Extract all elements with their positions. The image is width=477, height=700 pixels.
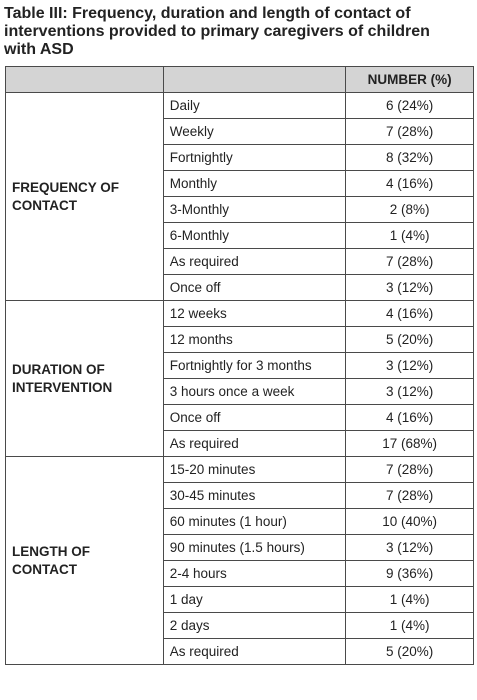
row-value-cell: 3 (12%) xyxy=(345,274,474,301)
row-label-cell: 60 minutes (1 hour) xyxy=(162,508,347,535)
row-label-cell: Monthly xyxy=(162,170,347,197)
row-value-cell: 7 (28%) xyxy=(345,482,474,509)
header-value-cell: NUMBER (%) xyxy=(345,66,474,93)
row-label-cell: 6-Monthly xyxy=(162,222,347,249)
table-body: NUMBER (%) FREQUENCY OF CONTACT Daily 6 (24… xyxy=(5,66,474,665)
row-value-cell: 7 (28%) xyxy=(345,118,474,145)
group-title-line-2: CONTACT xyxy=(12,197,77,213)
row-value-cell: 3 (12%) xyxy=(345,352,474,379)
row-label-cell: As required xyxy=(162,248,347,275)
caption-line-3: with ASD xyxy=(4,41,74,58)
group-title-line-1: DURATION OF xyxy=(12,361,105,377)
row-value-cell: 8 (32%) xyxy=(345,144,474,171)
group-title-line-1: FREQUENCY OF xyxy=(12,179,120,195)
row-label-cell: As required xyxy=(162,638,347,665)
row-label-cell: Daily xyxy=(162,92,347,119)
row-label-cell: 90 minutes (1.5 hours) xyxy=(162,534,347,561)
row-label-cell: 15-20 minutes xyxy=(162,456,347,483)
row-value-cell: 3 (12%) xyxy=(345,378,474,405)
caption-line-1: Table III: Frequency, duration and lengt… xyxy=(4,5,411,22)
row-value-cell: 9 (36%) xyxy=(345,560,474,587)
row-label-cell: Fortnightly for 3 months xyxy=(162,352,347,379)
row-value-cell: 4 (16%) xyxy=(345,300,474,327)
table-row: 3 hours once a week 3 (12%) xyxy=(6,378,474,405)
table-row: 1 day 1 (4%) xyxy=(6,586,474,613)
table-row: 12 months 5 (20%) xyxy=(6,326,474,353)
table-row: As required 5 (20%) xyxy=(6,638,474,665)
row-value-cell: 6 (24%) xyxy=(345,92,474,119)
row-value-cell: 7 (28%) xyxy=(345,456,474,483)
row-value-cell: 7 (28%) xyxy=(345,248,474,275)
header-label-cell xyxy=(162,66,347,93)
row-value-cell: 2 (8%) xyxy=(345,196,474,223)
row-value-cell: 17 (68%) xyxy=(345,430,474,457)
row-label-cell: Fortnightly xyxy=(162,144,347,171)
row-value-cell: 1 (4%) xyxy=(345,222,474,249)
row-label-cell: Once off xyxy=(162,274,347,301)
group-title-cell: DURATION OF INTERVENTION xyxy=(5,300,164,457)
row-label-cell: 12 months xyxy=(162,326,347,353)
table-row: Once off 3 (12%) xyxy=(6,274,474,301)
row-label-cell: 2 days xyxy=(162,612,347,639)
group-title-line-2: CONTACT xyxy=(12,561,77,577)
table-header-row: NUMBER (%) xyxy=(5,66,474,93)
table-row: 6-Monthly 1 (4%) xyxy=(6,222,474,249)
header-group-cell xyxy=(5,66,164,93)
row-label-cell: 2-4 hours xyxy=(162,560,347,587)
row-value-cell: 4 (16%) xyxy=(345,404,474,431)
group-title-cell: LENGTH OF CONTACT xyxy=(5,456,164,665)
table-row: As required 17 (68%) xyxy=(6,430,474,457)
table-row: Fortnightly 8 (32%) xyxy=(6,144,474,171)
table-row: DURATION OF INTERVENTION 12 weeks 4 (16%) xyxy=(5,300,474,457)
data-table: NUMBER (%) FREQUENCY OF CONTACT Daily 6 (24… xyxy=(5,66,474,665)
row-label-cell: As required xyxy=(162,430,347,457)
table-row: 2-4 hours 9 (36%) xyxy=(6,560,474,587)
table-row: 90 minutes (1.5 hours) 3 (12%) xyxy=(6,534,474,561)
table-row: As required 7 (28%) xyxy=(6,248,474,275)
row-label-cell: 3 hours once a week xyxy=(162,378,347,405)
row-value-cell: 1 (4%) xyxy=(345,586,474,613)
table-row: LENGTH OF CONTACT 15-20 minutes 7 (28%) xyxy=(5,456,474,665)
row-label-cell: Once off xyxy=(162,404,347,431)
table-row: Weekly 7 (28%) xyxy=(6,118,474,145)
table-row: 30-45 minutes 7 (28%) xyxy=(6,482,474,509)
row-value-cell: 10 (40%) xyxy=(345,508,474,535)
row-value-cell: 5 (20%) xyxy=(345,638,474,665)
table-caption: Table III: Frequency, duration and lengt… xyxy=(4,5,474,59)
table-row: FREQUENCY OF CONTACT Daily 6 (24%) xyxy=(5,92,474,301)
row-label-cell: 3-Monthly xyxy=(162,196,347,223)
row-label-cell: 30-45 minutes xyxy=(162,482,347,509)
row-value-cell: 1 (4%) xyxy=(345,612,474,639)
table-row: Once off 4 (16%) xyxy=(6,404,474,431)
table-row: 3-Monthly 2 (8%) xyxy=(6,196,474,223)
group-title-cell: FREQUENCY OF CONTACT xyxy=(5,92,164,301)
row-label-cell: 12 weeks xyxy=(162,300,347,327)
group-title-line-2: INTERVENTION xyxy=(12,379,113,395)
row-value-cell: 3 (12%) xyxy=(345,534,474,561)
row-label-cell: Weekly xyxy=(162,118,347,145)
table-row: Fortnightly for 3 months 3 (12%) xyxy=(6,352,474,379)
table-row: 60 minutes (1 hour) 10 (40%) xyxy=(6,508,474,535)
row-label-cell: 1 day xyxy=(162,586,347,613)
table-row: Monthly 4 (16%) xyxy=(6,170,474,197)
group-title-line-1: LENGTH OF xyxy=(12,543,90,559)
row-value-cell: 4 (16%) xyxy=(345,170,474,197)
caption-line-2: interventions provided to primary caregi… xyxy=(4,23,430,40)
row-value-cell: 5 (20%) xyxy=(345,326,474,353)
